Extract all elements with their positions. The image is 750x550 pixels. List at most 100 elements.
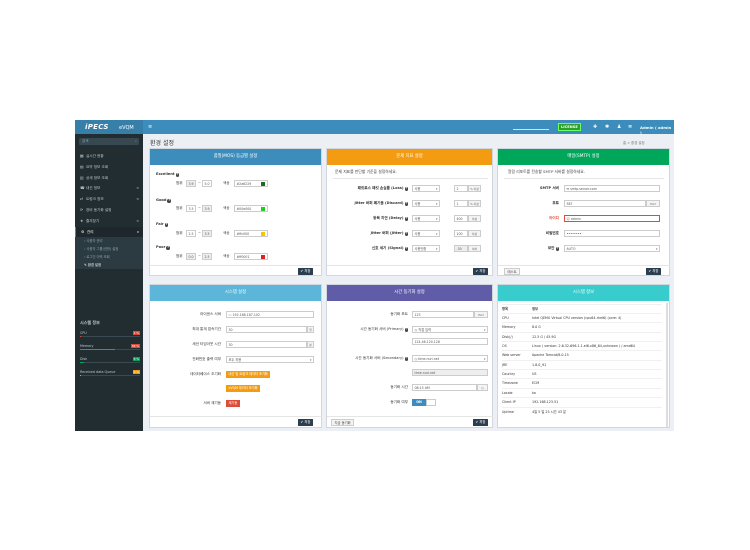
reset-evqm-data-button[interactable]: eVQM 데이터 조기화: [226, 385, 261, 392]
color-swatch[interactable]: [261, 255, 265, 259]
sidebar-item-detail[interactable]: ▥ 상세 정보 조회: [75, 173, 143, 184]
sync-now-button[interactable]: 지금 동기화: [331, 419, 355, 426]
fair-color-input[interactable]: #ffc000: [234, 230, 268, 237]
help-icon[interactable]: ?: [404, 328, 408, 332]
help-icon[interactable]: ?: [404, 217, 408, 221]
color-swatch[interactable]: [261, 207, 265, 211]
admin-user-menu[interactable]: Admin ( admin ): [640, 125, 672, 135]
scrollbar[interactable]: [666, 303, 668, 427]
smtp-test-button[interactable]: 테스트: [504, 268, 521, 275]
phone-format-select[interactable]: 모두 허용: [226, 356, 314, 363]
help-icon[interactable]: ?: [164, 223, 169, 227]
delay-value-input[interactable]: 400: [454, 215, 468, 222]
table-row: Country US: [502, 369, 662, 378]
sidebar-item-device-sync[interactable]: ⟳ 장비 동기화 설정: [75, 205, 143, 216]
sidebar-subitem-users[interactable]: › 사용자 관리: [75, 237, 143, 246]
primary-server-input[interactable]: 124.46.120.128: [412, 338, 488, 345]
row-value: 12.5 G / 45.9G: [532, 334, 557, 339]
sync-time-input[interactable]: 08:15 AM: [412, 384, 477, 391]
help-icon[interactable]: ?: [555, 247, 559, 251]
sync-port-input[interactable]: 123: [412, 311, 474, 318]
smtp-server-input[interactable]: ✉ smtp.server.com: [564, 185, 660, 192]
problem-save-button[interactable]: ✔ 저장: [473, 268, 488, 275]
sidebar-subitem-user-groups[interactable]: › 사용자 그룹(권한) 설정: [75, 245, 143, 254]
good-min-input[interactable]: 3.5: [186, 205, 196, 212]
row-value: 192.168.123.51: [532, 400, 559, 404]
topbar-search-input[interactable]: [513, 124, 549, 130]
jitter-use-select[interactable]: 사용: [412, 230, 440, 237]
sidebar-subitem-settings[interactable]: ✎ 환경 설정: [75, 261, 143, 270]
logo[interactable]: iPECS eVQM: [75, 120, 143, 134]
jitter-value-input[interactable]: 100: [454, 230, 468, 237]
discard-value-input[interactable]: 1: [454, 200, 468, 207]
max-days-input[interactable]: 30: [226, 326, 307, 333]
help-icon[interactable]: ?: [166, 246, 170, 250]
color-swatch[interactable]: [261, 182, 265, 186]
help-icon[interactable]: ?: [404, 202, 408, 206]
smtp-security-label: 보안?: [504, 246, 559, 251]
sidebar-item-admin[interactable]: ⚙ 관리 v: [75, 226, 143, 238]
help-icon[interactable]: ?: [404, 187, 408, 191]
sidebar-item-extension[interactable]: ☎내선 정보 <: [75, 183, 143, 194]
excellent-max-input[interactable]: 5.0: [202, 180, 212, 187]
license-badge[interactable]: LICENSE: [558, 123, 581, 131]
mos-save-button[interactable]: ✔ 저장: [298, 268, 313, 275]
reset-trunk-data-button[interactable]: 내선 및 트렁크 데이터 조기화: [226, 371, 271, 378]
sidebar-item-trunk[interactable]: ⇄ 트렁크 정보 <: [75, 194, 143, 205]
system-save-button[interactable]: ✔ 저장: [298, 419, 313, 426]
poor-min-input[interactable]: 0.0: [186, 253, 196, 260]
sidebar-item-favorites[interactable]: ★ 즐겨찾기 <: [75, 216, 143, 227]
sidebar-item-label: 관리: [87, 229, 94, 234]
sidebar-search-input[interactable]: 검색 ⌕: [79, 138, 139, 145]
resource-memory: Memory 58 %: [80, 344, 140, 356]
smtp-security-select[interactable]: AUTO: [564, 245, 660, 252]
signal-use-select[interactable]: 사용안함: [412, 245, 440, 252]
help-icon[interactable]: ?: [404, 357, 408, 361]
row-value: 8.0 G: [532, 325, 541, 329]
poor-max-input[interactable]: 2.5: [202, 253, 212, 260]
settings-icon[interactable]: ✱: [605, 123, 610, 130]
time-sync-save-button[interactable]: ✔ 저장: [473, 419, 488, 426]
good-max-input[interactable]: 3.9: [202, 205, 212, 212]
menu-icon[interactable]: ≣: [628, 123, 633, 130]
fair-min-input[interactable]: 2.5: [186, 230, 196, 237]
wrench-icon[interactable]: ✚: [593, 123, 598, 130]
divider: [150, 265, 322, 266]
help-icon[interactable]: ?: [404, 232, 408, 236]
menu-toggle-icon[interactable]: ≡: [148, 124, 153, 130]
smtp-password-input[interactable]: ••••••••: [564, 230, 660, 237]
license-server-input[interactable]: ▭ 192.168.187.102: [226, 311, 314, 318]
delay-use-select[interactable]: 사용: [412, 215, 440, 222]
loss-value-input[interactable]: 2: [454, 185, 468, 192]
clock-icon[interactable]: ◷: [477, 384, 488, 391]
smtp-save-button[interactable]: ✔ 저장: [646, 268, 661, 275]
excellent-color-input[interactable]: #2a6229: [234, 180, 268, 187]
color-swatch[interactable]: [261, 232, 265, 236]
sync-enable-toggle[interactable]: ON: [412, 399, 426, 406]
sidebar-item-summary[interactable]: ▤ 요약 정보 조회: [75, 162, 143, 173]
poor-color-input[interactable]: #ff0001: [234, 253, 268, 260]
breadcrumb[interactable]: 홈 > 환경 설정: [623, 141, 645, 145]
help-icon[interactable]: ?: [404, 247, 408, 251]
search-icon[interactable]: ⌕: [135, 139, 137, 143]
primary-mode-select[interactable]: ◷ 직접 입력: [412, 326, 488, 333]
sync-enable-toggle-track[interactable]: [426, 399, 436, 406]
smtp-account-input[interactable]: ☺ admin: [564, 215, 660, 222]
session-timeout-input[interactable]: 30: [226, 341, 307, 348]
sidebar-item-realtime[interactable]: ▦ 실시간 현황: [75, 151, 143, 162]
sidebar-search-placeholder: 검색: [82, 139, 89, 143]
loss-use-select[interactable]: 사용: [412, 185, 440, 192]
sidebar-subitem-login-history[interactable]: › 로그인 이력 조회: [75, 253, 143, 262]
discard-use-select[interactable]: 사용: [412, 200, 440, 207]
user-icon[interactable]: ♟: [617, 123, 622, 130]
excellent-min-input[interactable]: 3.9: [186, 180, 196, 187]
secondary-server-input[interactable]: time.nuri.net: [412, 369, 488, 376]
good-color-input[interactable]: #00e000: [234, 205, 268, 212]
help-icon[interactable]: ?: [167, 199, 171, 203]
smtp-port-input[interactable]: 587: [564, 200, 646, 207]
signal-value-input[interactable]: -30: [454, 245, 468, 252]
help-icon[interactable]: ?: [175, 173, 180, 177]
server-restart-button[interactable]: 재기동: [226, 400, 240, 407]
secondary-mode-select[interactable]: ◷ time.nuri.net: [412, 355, 488, 362]
fair-max-input[interactable]: 3.5: [202, 230, 212, 237]
